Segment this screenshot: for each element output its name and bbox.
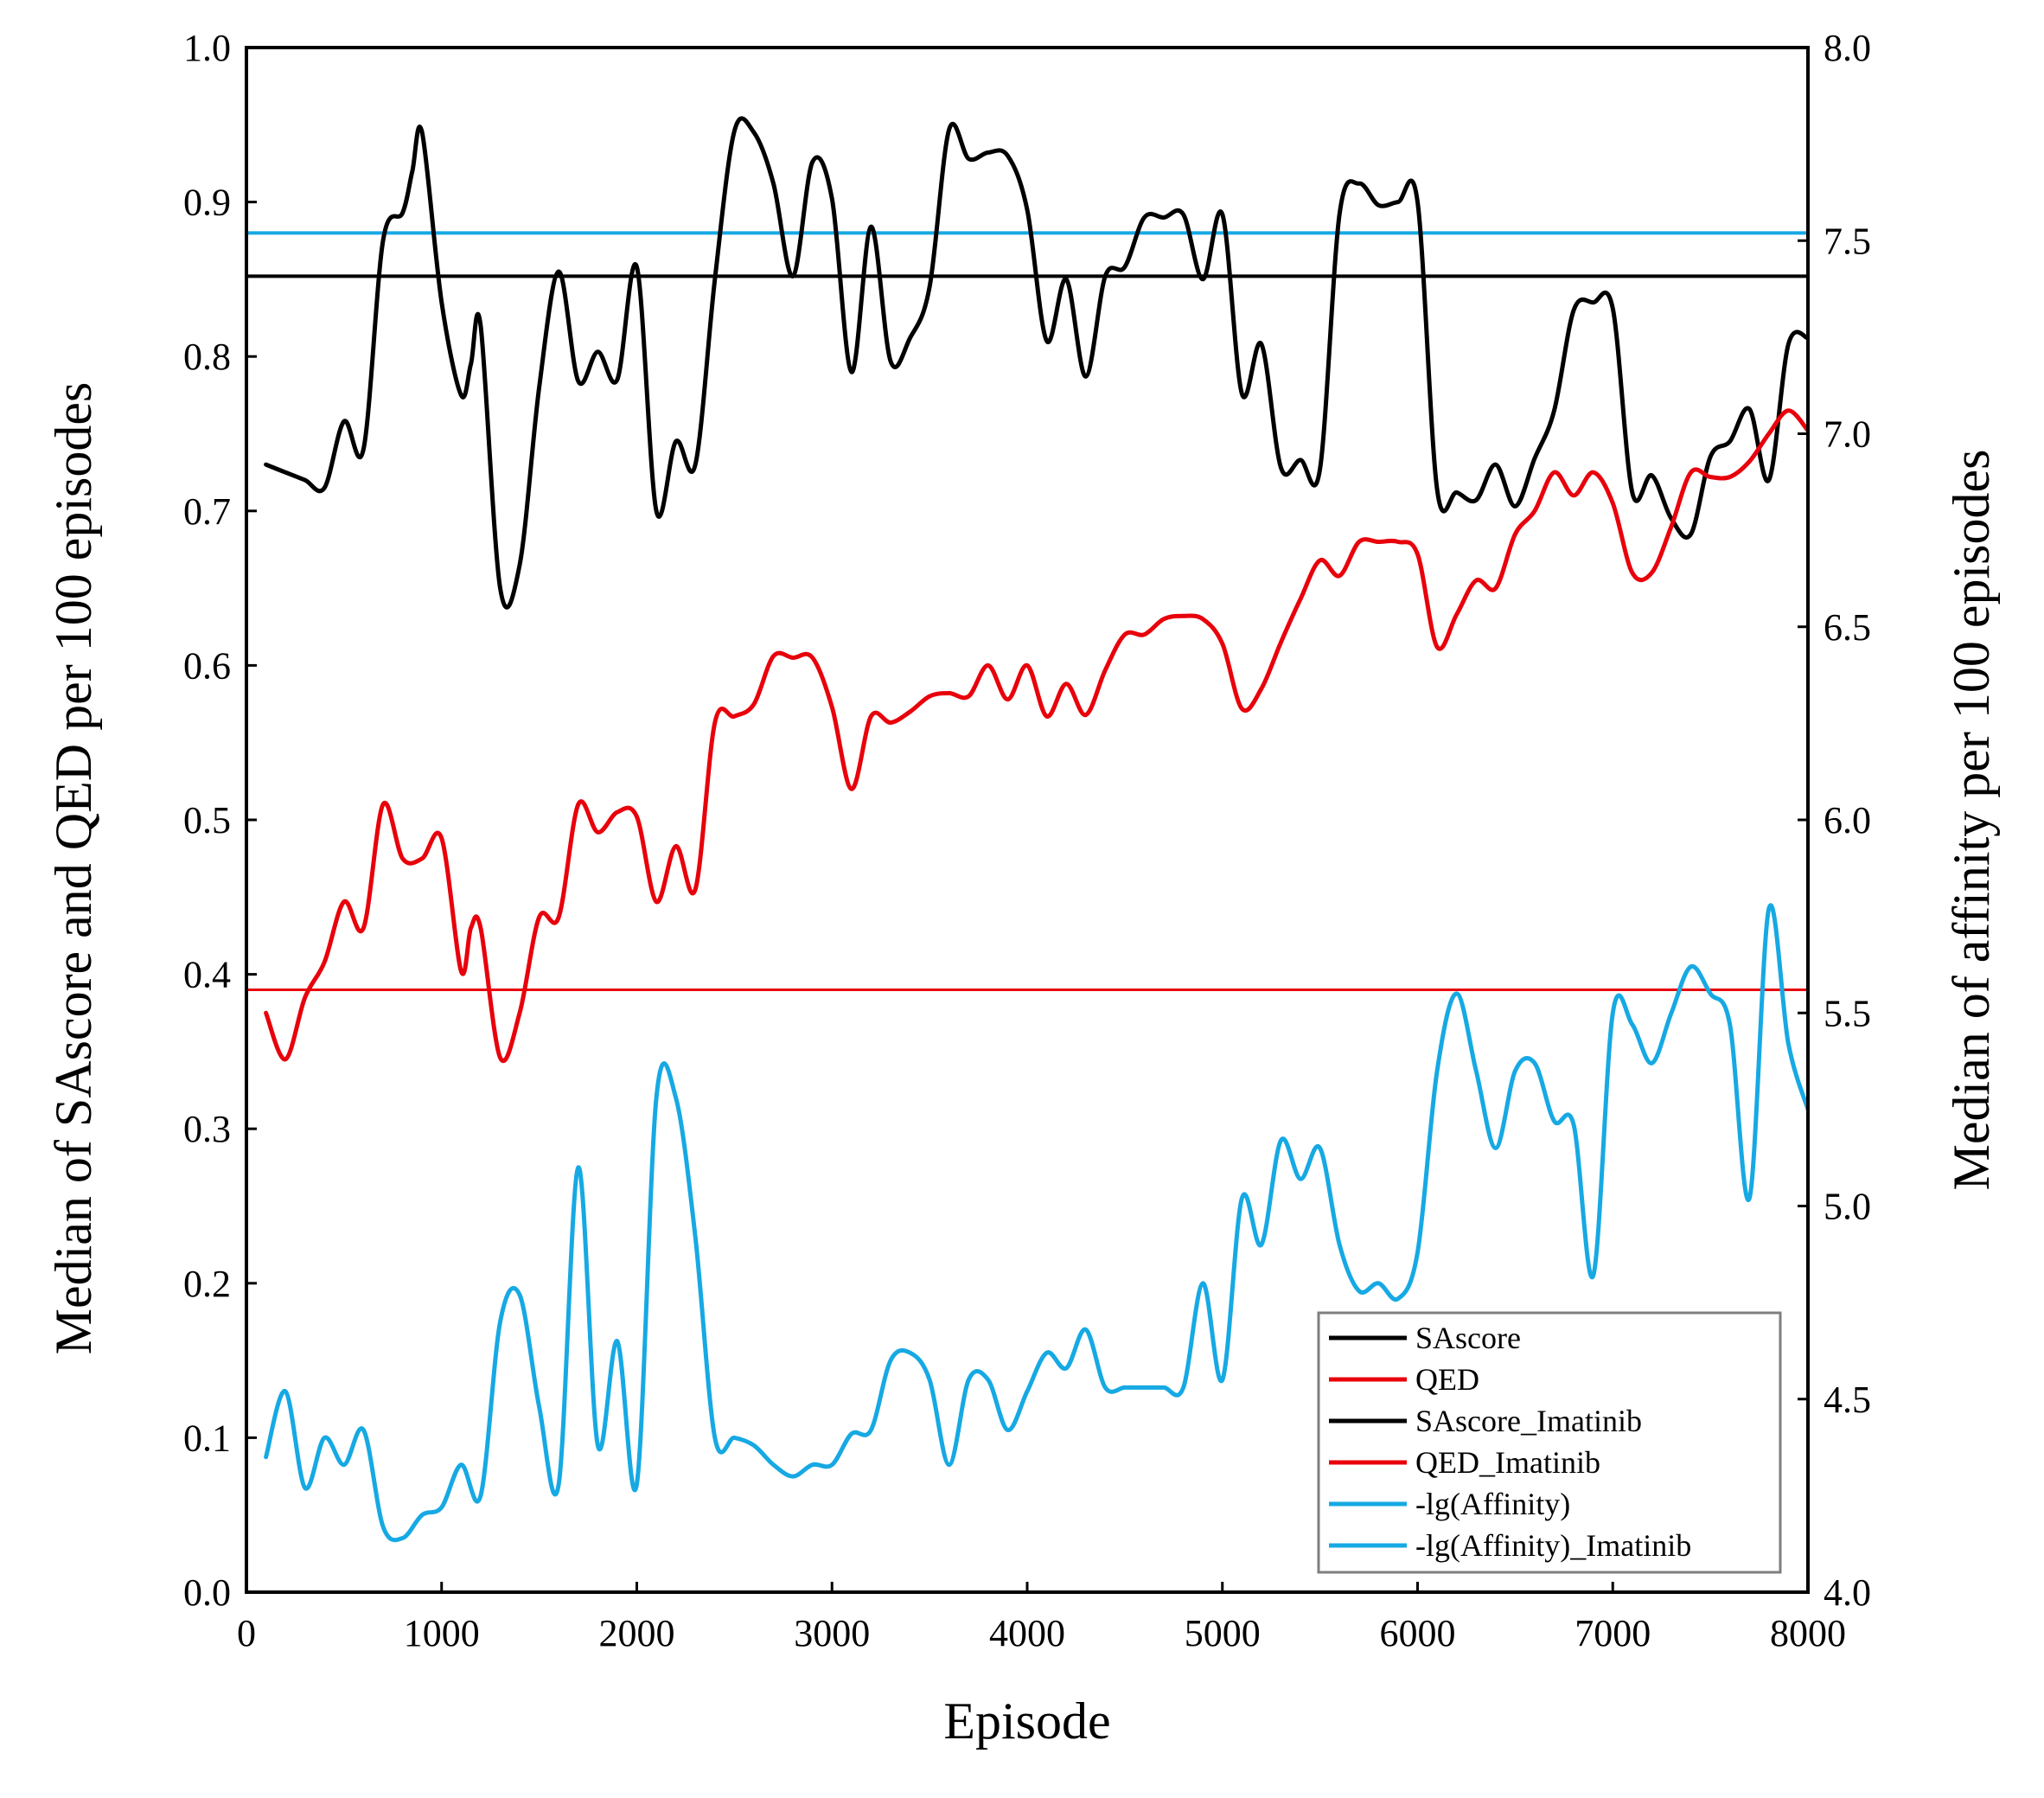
y-left-tick-label: 0.0 <box>183 1571 231 1614</box>
y-left-tick-label: 0.4 <box>183 954 231 996</box>
x-tick-label: 5000 <box>1185 1612 1261 1654</box>
y-right-tick-label: 8.0 <box>1824 27 1871 69</box>
x-tick-label: 0 <box>237 1612 256 1654</box>
legend-label-sascore: SAscore <box>1415 1321 1521 1355</box>
ticks-layer: 0 1000 2000 3000 4000 5000 6000 7000 8000 0.0 0.1 0… <box>183 27 1871 1654</box>
y-right-tick-label: 6.0 <box>1824 799 1871 841</box>
y-right-tick-label: 4.0 <box>1824 1571 1871 1614</box>
x-tick-label: 3000 <box>794 1612 870 1654</box>
legend: SAscore QED SAscore_Imatinib QED_Imatinib -l… <box>1317 1311 1782 1574</box>
x-tick-label: 2000 <box>599 1612 675 1654</box>
y-left-tick-label: 0.2 <box>183 1263 231 1305</box>
y-left-tick-label: 1.0 <box>183 27 231 69</box>
y-right-tick-label: 7.5 <box>1824 220 1871 262</box>
y-left-tick-label: 0.5 <box>183 799 231 841</box>
x-tick-label: 4000 <box>989 1612 1065 1654</box>
y-left-tick-label: 0.6 <box>183 644 231 687</box>
y-right-tick-label: 4.5 <box>1824 1379 1871 1421</box>
y-left-tick-label: 0.8 <box>183 336 231 378</box>
legend-label-lg-affinity: -lg(Affinity) <box>1415 1487 1570 1521</box>
legend-label-qed-imatinib: QED_Imatinib <box>1415 1445 1600 1480</box>
y-right-axis-title: Median of affinity per 100 episodes <box>1943 449 2000 1190</box>
x-tick-label: 8000 <box>1770 1612 1846 1654</box>
y-right-tick-label: 7.0 <box>1824 413 1871 456</box>
x-tick-label: 1000 <box>404 1612 480 1654</box>
y-right-tick-label: 5.0 <box>1824 1186 1871 1228</box>
y-right-tick-label: 5.5 <box>1824 992 1871 1034</box>
x-tick-label: 6000 <box>1380 1612 1456 1654</box>
series-layer <box>246 116 1808 1543</box>
legend-label-lg-affinity-imatinib: -lg(Affinity)_Imatinib <box>1415 1528 1691 1563</box>
series-lg-affinity-line <box>264 903 1808 1543</box>
y-left-tick-label: 0.1 <box>183 1417 231 1459</box>
legend-label-qed: QED <box>1415 1362 1479 1397</box>
x-tick-label: 7000 <box>1575 1612 1651 1654</box>
x-axis-title: Episode <box>943 1692 1110 1750</box>
y-right-tick-label: 6.5 <box>1824 606 1871 649</box>
series-sascore-line <box>264 116 1808 610</box>
y-left-tick-label: 0.9 <box>183 182 231 224</box>
series-qed-line <box>264 408 1808 1064</box>
legend-label-sascore-imatinib: SAscore_Imatinib <box>1415 1404 1642 1438</box>
legend-box <box>1317 1311 1782 1574</box>
y-left-tick-label: 0.7 <box>183 490 231 533</box>
y-left-tick-label: 0.3 <box>183 1108 231 1150</box>
y-left-axis-title: Median of SAscore and QED per 100 episod… <box>45 382 102 1355</box>
